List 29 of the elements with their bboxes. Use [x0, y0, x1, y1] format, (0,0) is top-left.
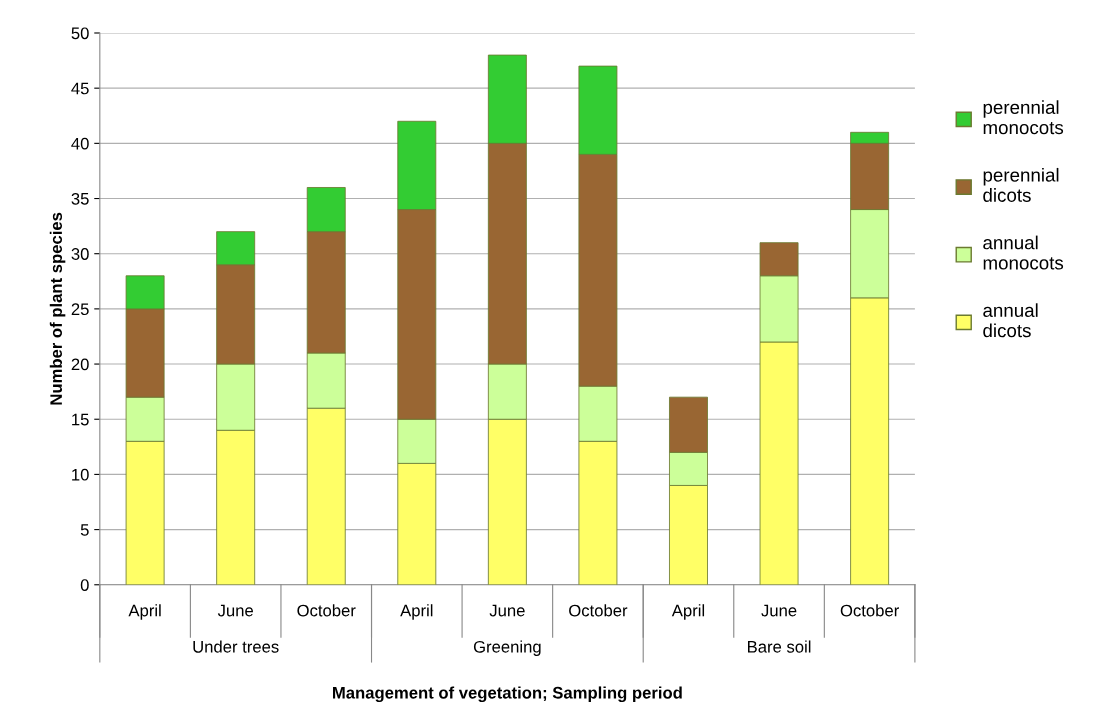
y-tick-label: 45 [71, 82, 89, 95]
x-tick-label: June [761, 604, 797, 617]
y-tick-label: 30 [71, 248, 89, 260]
x-tick-label: October [569, 604, 628, 617]
x-tick-label: April [128, 604, 161, 620]
y-tick-label: 15 [72, 413, 89, 426]
text: Under trees [193, 640, 279, 653]
text: Greening [473, 640, 541, 656]
legend-label: perennial dicots [983, 167, 1059, 202]
y-tick-label: 50 [71, 27, 89, 40]
y-tick-label: 25 [71, 303, 89, 316]
legend-label: annual dicots [983, 303, 1038, 338]
x-tick-label: October [297, 604, 356, 617]
legend-label: perennial monocots [983, 100, 1064, 135]
text: Bare soil [748, 640, 811, 653]
y-tick-label: 40 [71, 137, 89, 150]
legend-label: annual monocots [983, 235, 1064, 270]
x-axis-title: Management of vegetation; Sampling period [333, 686, 682, 702]
y-tick-label: 5 [80, 524, 89, 536]
x-tick-label: April [671, 604, 705, 620]
y-tick-label: 0 [80, 579, 89, 591]
y-tick-label: 35 [71, 192, 89, 205]
y-tick-label: 10 [72, 468, 89, 481]
x-tick-label: June [489, 604, 525, 617]
x-tick-label: April [400, 604, 433, 620]
x-tick-label: October [840, 604, 899, 617]
x-tick-label: June [217, 604, 253, 617]
y-tick-label: 20 [71, 358, 89, 371]
y-axis-title: Number of plant species [49, 212, 66, 405]
